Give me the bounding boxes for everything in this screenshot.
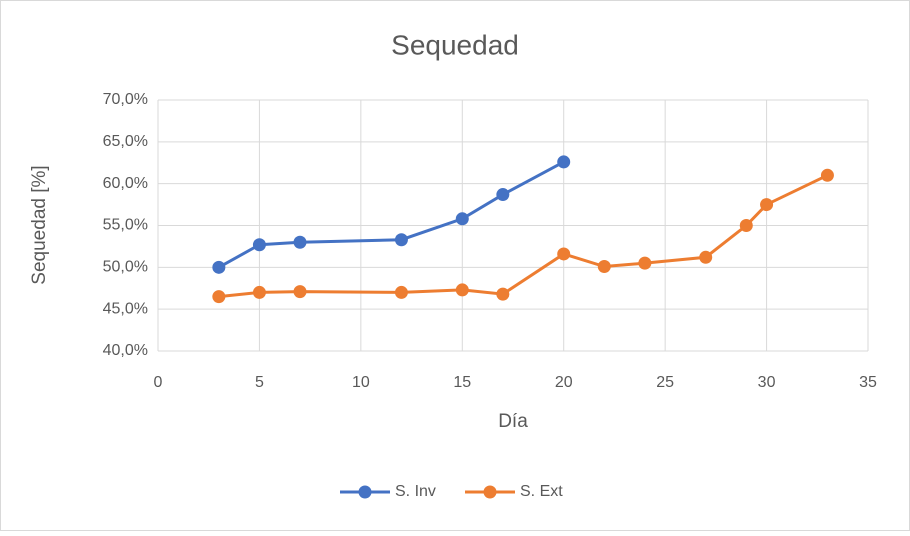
data-point	[760, 198, 774, 212]
x-tick-label: 15	[453, 374, 471, 391]
x-tick-label: 20	[555, 374, 573, 391]
y-axis-label: Sequedad [%]	[29, 165, 50, 284]
y-tick-label: 70,0%	[103, 91, 148, 108]
y-tick-label: 40,0%	[103, 342, 148, 359]
x-tick-label: 25	[656, 374, 674, 391]
y-tick-label: 55,0%	[103, 217, 148, 234]
data-point	[212, 290, 226, 304]
data-point	[293, 285, 307, 299]
y-tick-label: 50,0%	[103, 259, 148, 276]
legend-label: S. Ext	[520, 483, 563, 500]
x-tick-label: 35	[859, 374, 877, 391]
data-point	[455, 212, 469, 226]
data-point	[455, 283, 469, 297]
data-point	[597, 259, 611, 273]
x-axis-label: Día	[498, 411, 528, 432]
data-point	[212, 260, 226, 274]
data-point	[820, 168, 834, 182]
legend-marker	[358, 485, 372, 499]
data-point	[252, 238, 266, 252]
chart-title: Sequedad	[391, 29, 519, 60]
data-point	[699, 250, 713, 264]
data-point	[557, 155, 571, 169]
data-point	[496, 287, 510, 301]
data-point	[293, 235, 307, 249]
data-point	[252, 285, 266, 299]
y-tick-label: 60,0%	[103, 175, 148, 192]
legend-marker	[483, 485, 497, 499]
data-point	[638, 256, 652, 270]
x-tick-label: 30	[758, 374, 776, 391]
data-point	[394, 233, 408, 247]
data-point	[557, 247, 571, 261]
data-point	[496, 188, 510, 202]
x-tick-label: 0	[154, 374, 163, 391]
x-tick-label: 5	[255, 374, 264, 391]
y-tick-label: 65,0%	[103, 133, 148, 150]
data-point	[394, 285, 408, 299]
x-tick-label: 10	[352, 374, 370, 391]
legend-label: S. Inv	[395, 483, 436, 500]
y-tick-label: 45,0%	[103, 300, 148, 317]
data-point	[739, 219, 753, 232]
